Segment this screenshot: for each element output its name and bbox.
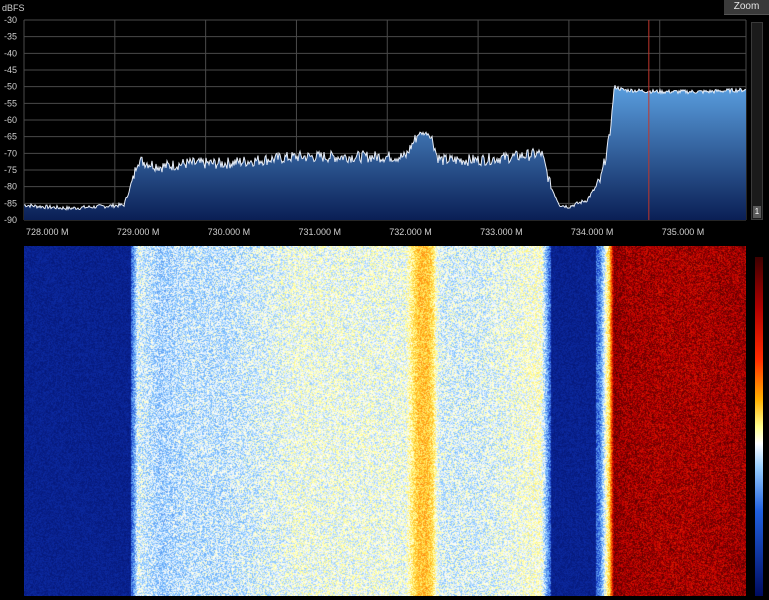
x-tick-label: 735.000 M: [662, 227, 705, 237]
y-tick-label: -60: [4, 115, 17, 125]
y-tick-label: -55: [4, 98, 17, 108]
y-tick-label: -40: [4, 48, 17, 58]
y-tick-label: -30: [4, 15, 17, 25]
scrollbar-thumb[interactable]: 1: [753, 206, 761, 218]
spectrum-plot[interactable]: dBFS -30 -35 -40 -45 -50 -55 -60 -65 -70 -75 -80 -8…: [0, 0, 769, 242]
y-tick-label: -90: [4, 215, 17, 225]
spectrum-trace: [24, 85, 746, 211]
y-tick-label: -70: [4, 148, 17, 158]
y-tick-label: -50: [4, 82, 17, 92]
x-axis-labels: 728.000 M 729.000 M 730.000 M 731.000 M 732.…: [26, 227, 704, 237]
scale-scrollbar[interactable]: 1: [751, 22, 763, 220]
y-tick-label: -85: [4, 198, 17, 208]
zoom-button[interactable]: Zoom: [724, 0, 769, 15]
y-tick-label: -75: [4, 165, 17, 175]
x-tick-label: 729.000 M: [117, 227, 160, 237]
spectrum-fill: [24, 85, 746, 220]
x-tick-label: 728.000 M: [26, 227, 69, 237]
x-tick-label: 733.000 M: [480, 227, 523, 237]
x-tick-label: 731.000 M: [298, 227, 341, 237]
waterfall-color-scale: [755, 257, 763, 596]
x-tick-label: 734.000 M: [571, 227, 614, 237]
y-tick-label: -35: [4, 32, 17, 42]
x-tick-label: 732.000 M: [389, 227, 432, 237]
x-tick-label: 730.000 M: [208, 227, 251, 237]
y-tick-label: -65: [4, 132, 17, 142]
waterfall-display[interactable]: [24, 246, 746, 596]
unit-label: dBFS: [2, 3, 25, 13]
y-tick-label: -45: [4, 65, 17, 75]
y-axis-labels: -30 -35 -40 -45 -50 -55 -60 -65 -70 -75 -80 -85 -90: [4, 15, 17, 225]
y-tick-label: -80: [4, 182, 17, 192]
